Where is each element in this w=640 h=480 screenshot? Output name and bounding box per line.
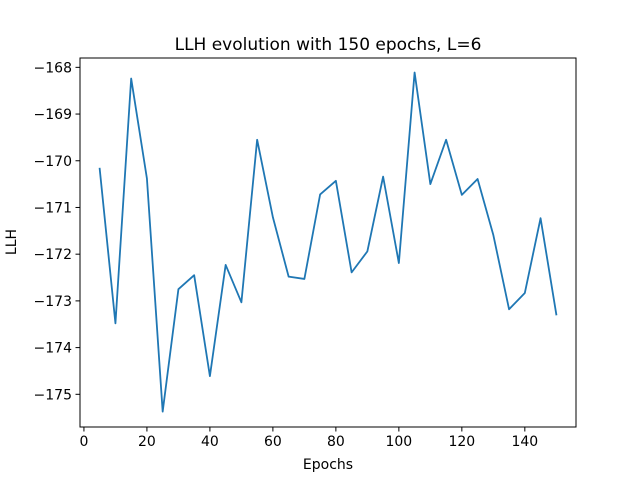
- x-tick-label: 80: [327, 434, 345, 450]
- x-tick-label: 0: [79, 434, 88, 450]
- y-tick-label: −170: [34, 154, 72, 170]
- series-line-0: [98, 71, 558, 413]
- x-axis-label: Epochs: [303, 457, 353, 473]
- axes-frame: [79, 57, 577, 428]
- x-tick-label: 140: [511, 434, 538, 450]
- x-tick-label: 120: [448, 434, 475, 450]
- y-tick-label: −175: [34, 387, 72, 403]
- y-tick-label: −172: [34, 247, 72, 263]
- plot-area: 0 20 40 60 80 100 120 140 −175 −174 −173 −172 −171 −1…: [34, 57, 577, 450]
- y-tick-label: −173: [34, 294, 72, 310]
- y-axis-label: LLH: [4, 229, 20, 255]
- x-tick-label: 20: [138, 434, 156, 450]
- y-tick-label: −168: [34, 60, 72, 76]
- y-tick-label: −174: [34, 341, 73, 357]
- x-tick-label: 60: [264, 434, 282, 450]
- x-tick-label: 100: [385, 434, 412, 450]
- chart-title: LLH evolution with 150 epochs, L=6: [175, 35, 482, 55]
- y-tick-label: −171: [34, 200, 72, 216]
- x-tick-label: 40: [201, 434, 219, 450]
- y-tick-label: −169: [34, 107, 72, 123]
